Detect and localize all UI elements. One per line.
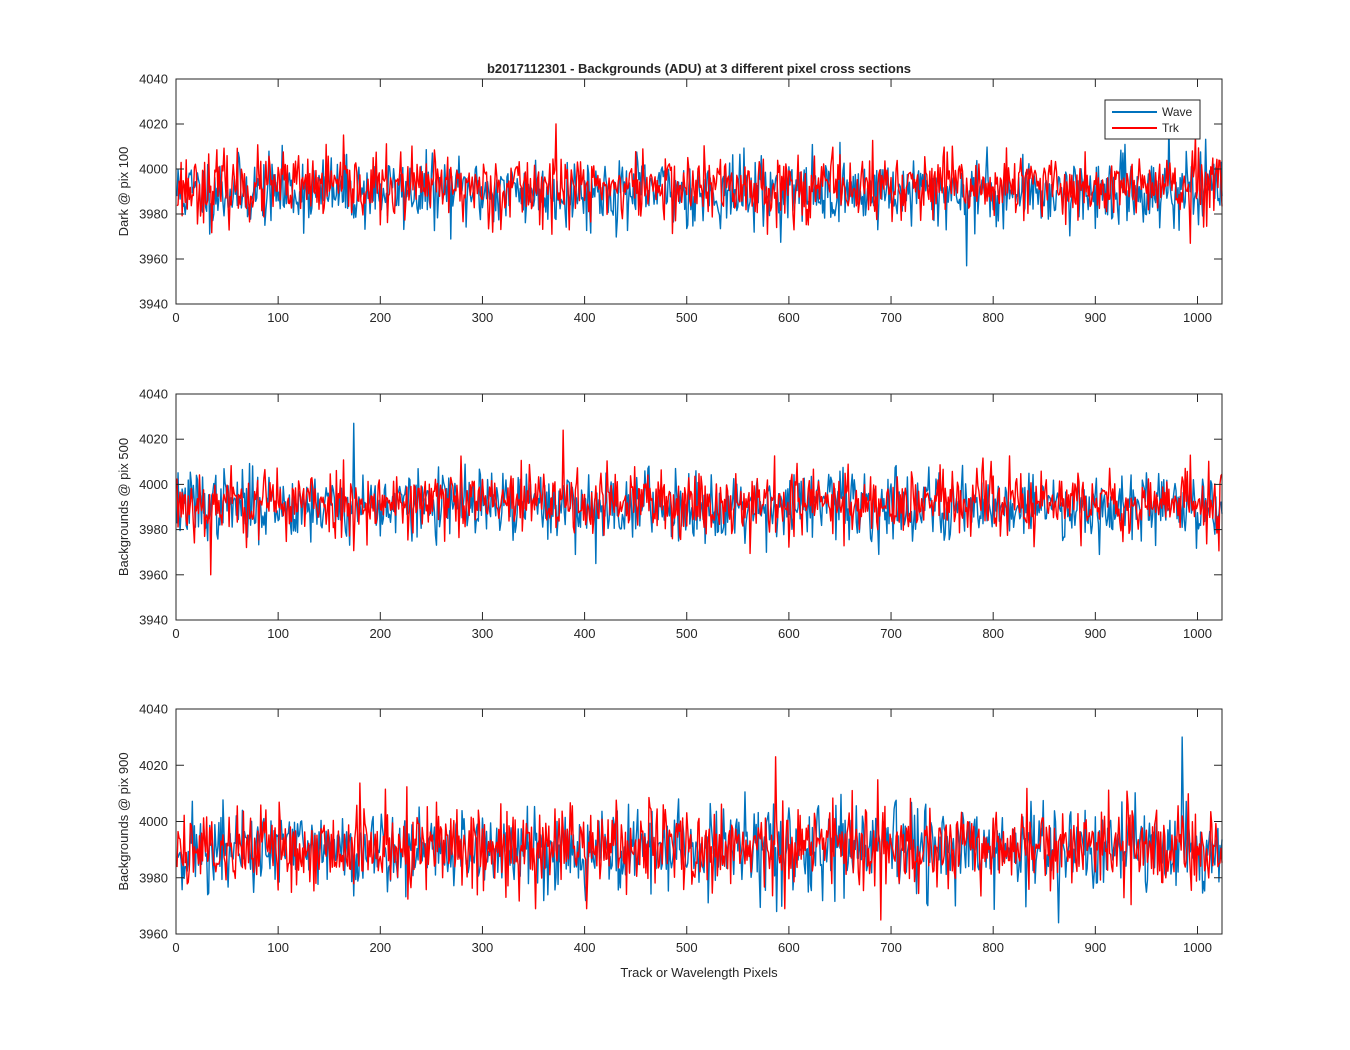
x-tick-label: 300 [472, 940, 494, 955]
subplot-2: 0 100 200 300 400 500 600 700 800 900 1000 3940 3960… [116, 387, 1223, 641]
y-tick-label: 3940 [139, 297, 168, 312]
series-line-trk [176, 429, 1223, 576]
x-tick-label: 200 [369, 940, 391, 955]
x-tick-label: 100 [267, 626, 289, 641]
x-tick-label: 600 [778, 940, 800, 955]
series-line-trk [176, 123, 1223, 244]
subplot-3: 0 100 200 300 400 500 600 700 800 900 1000 3960 3980… [116, 702, 1223, 955]
y-tick-label: 4000 [139, 162, 168, 177]
x-tick-label: 900 [1084, 940, 1106, 955]
x-tick-label: 0 [172, 626, 179, 641]
x-tick-label: 600 [778, 626, 800, 641]
x-tick-label: 900 [1084, 626, 1106, 641]
x-tick-label: 700 [880, 940, 902, 955]
x-tick-label: 200 [369, 310, 391, 325]
x-tick-label: 1000 [1183, 940, 1212, 955]
x-axis-label: Track or Wavelength Pixels [620, 965, 778, 980]
legend: Wave Trk [1104, 99, 1201, 140]
x-tick-label: 500 [676, 626, 698, 641]
y-axis-label: Dark @ pix 100 [116, 147, 131, 237]
axes-box [175, 393, 1223, 621]
x-tick-label: 1000 [1183, 626, 1212, 641]
subplot-1: 0 100 200 300 400 500 600 700 800 900 1000 3940 3960… [116, 72, 1223, 325]
figure-title: b2017112301 - Backgrounds (ADU) at 3 dif… [487, 61, 911, 76]
x-tick-label: 800 [982, 940, 1004, 955]
y-tick-label: 3960 [139, 927, 168, 942]
x-tick-label: 400 [574, 940, 596, 955]
y-tick-label: 4020 [139, 758, 168, 773]
y-tick-label: 4040 [139, 72, 168, 87]
x-tick-label: 100 [267, 310, 289, 325]
x-tick-label: 300 [472, 626, 494, 641]
x-tick-label: 0 [172, 940, 179, 955]
x-tick-label: 500 [676, 940, 698, 955]
x-tick-label: 1000 [1183, 310, 1212, 325]
x-tick-label: 700 [880, 310, 902, 325]
y-tick-label: 4020 [139, 432, 168, 447]
x-tick-label: 800 [982, 310, 1004, 325]
y-tick-label: 3980 [139, 207, 168, 222]
y-tick-label: 3960 [139, 567, 168, 582]
x-tick-label: 400 [574, 310, 596, 325]
y-tick-label: 3980 [139, 522, 168, 537]
x-tick-label: 600 [778, 310, 800, 325]
legend-trk-label: Trk [1162, 121, 1180, 135]
x-tick-label: 100 [267, 940, 289, 955]
x-tick-label: 800 [982, 626, 1004, 641]
y-tick-label: 3960 [139, 252, 168, 267]
x-tick-label: 0 [172, 310, 179, 325]
legend-wave-label: Wave [1162, 105, 1193, 119]
y-axis-label: Backgrounds @ pix 500 [116, 438, 131, 576]
y-tick-label: 3980 [139, 870, 168, 885]
y-tick-label: 4040 [139, 702, 168, 717]
y-tick-label: 4020 [139, 117, 168, 132]
y-tick-label: 4000 [139, 477, 168, 492]
y-tick-label: 4040 [139, 387, 168, 402]
x-tick-label: 200 [369, 626, 391, 641]
axes-box [175, 78, 1223, 305]
y-tick-label: 4000 [139, 814, 168, 829]
series-line-trk [176, 756, 1223, 921]
legend-box [1104, 99, 1201, 140]
x-tick-label: 300 [472, 310, 494, 325]
x-tick-label: 500 [676, 310, 698, 325]
x-tick-label: 900 [1084, 310, 1106, 325]
x-tick-label: 700 [880, 626, 902, 641]
x-tick-label: 400 [574, 626, 596, 641]
y-tick-label: 3940 [139, 613, 168, 628]
y-axis-label: Backgrounds @ pix 900 [116, 752, 131, 890]
